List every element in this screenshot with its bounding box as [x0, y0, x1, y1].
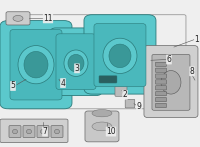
FancyBboxPatch shape	[56, 34, 96, 90]
FancyBboxPatch shape	[156, 74, 166, 78]
FancyBboxPatch shape	[94, 24, 146, 87]
FancyBboxPatch shape	[0, 21, 72, 109]
Ellipse shape	[92, 122, 112, 131]
Text: 8: 8	[190, 67, 194, 76]
FancyBboxPatch shape	[9, 126, 21, 137]
FancyBboxPatch shape	[85, 111, 119, 142]
Ellipse shape	[54, 129, 59, 134]
Ellipse shape	[18, 46, 54, 84]
Ellipse shape	[109, 44, 131, 68]
Ellipse shape	[12, 129, 17, 134]
Text: 4: 4	[61, 78, 65, 88]
FancyBboxPatch shape	[156, 86, 166, 90]
FancyBboxPatch shape	[6, 12, 30, 25]
FancyBboxPatch shape	[84, 15, 156, 94]
FancyBboxPatch shape	[156, 62, 166, 66]
FancyBboxPatch shape	[156, 97, 166, 102]
FancyBboxPatch shape	[156, 68, 166, 72]
Ellipse shape	[68, 54, 84, 72]
Ellipse shape	[24, 51, 48, 78]
Text: 11: 11	[43, 14, 53, 23]
Text: 6: 6	[167, 55, 171, 64]
Ellipse shape	[103, 38, 137, 74]
FancyBboxPatch shape	[99, 76, 117, 83]
FancyBboxPatch shape	[23, 126, 35, 137]
Text: 1: 1	[195, 35, 199, 44]
FancyBboxPatch shape	[156, 80, 166, 84]
FancyBboxPatch shape	[10, 29, 62, 100]
Text: 9: 9	[137, 102, 141, 111]
FancyBboxPatch shape	[152, 54, 190, 110]
FancyBboxPatch shape	[115, 86, 127, 96]
FancyBboxPatch shape	[37, 126, 49, 137]
Ellipse shape	[13, 15, 23, 21]
FancyBboxPatch shape	[50, 28, 102, 96]
FancyBboxPatch shape	[125, 99, 135, 108]
Ellipse shape	[92, 110, 112, 117]
FancyBboxPatch shape	[144, 46, 198, 118]
Ellipse shape	[40, 129, 45, 134]
FancyBboxPatch shape	[156, 103, 166, 108]
Ellipse shape	[64, 50, 88, 76]
FancyBboxPatch shape	[156, 92, 166, 96]
FancyBboxPatch shape	[0, 119, 68, 143]
Text: 7: 7	[43, 127, 47, 136]
Text: 5: 5	[11, 81, 15, 91]
FancyBboxPatch shape	[51, 126, 63, 137]
Text: 3: 3	[75, 64, 79, 73]
Ellipse shape	[161, 71, 181, 94]
Text: 10: 10	[106, 127, 116, 136]
Ellipse shape	[26, 129, 31, 134]
Text: 2: 2	[123, 90, 127, 99]
